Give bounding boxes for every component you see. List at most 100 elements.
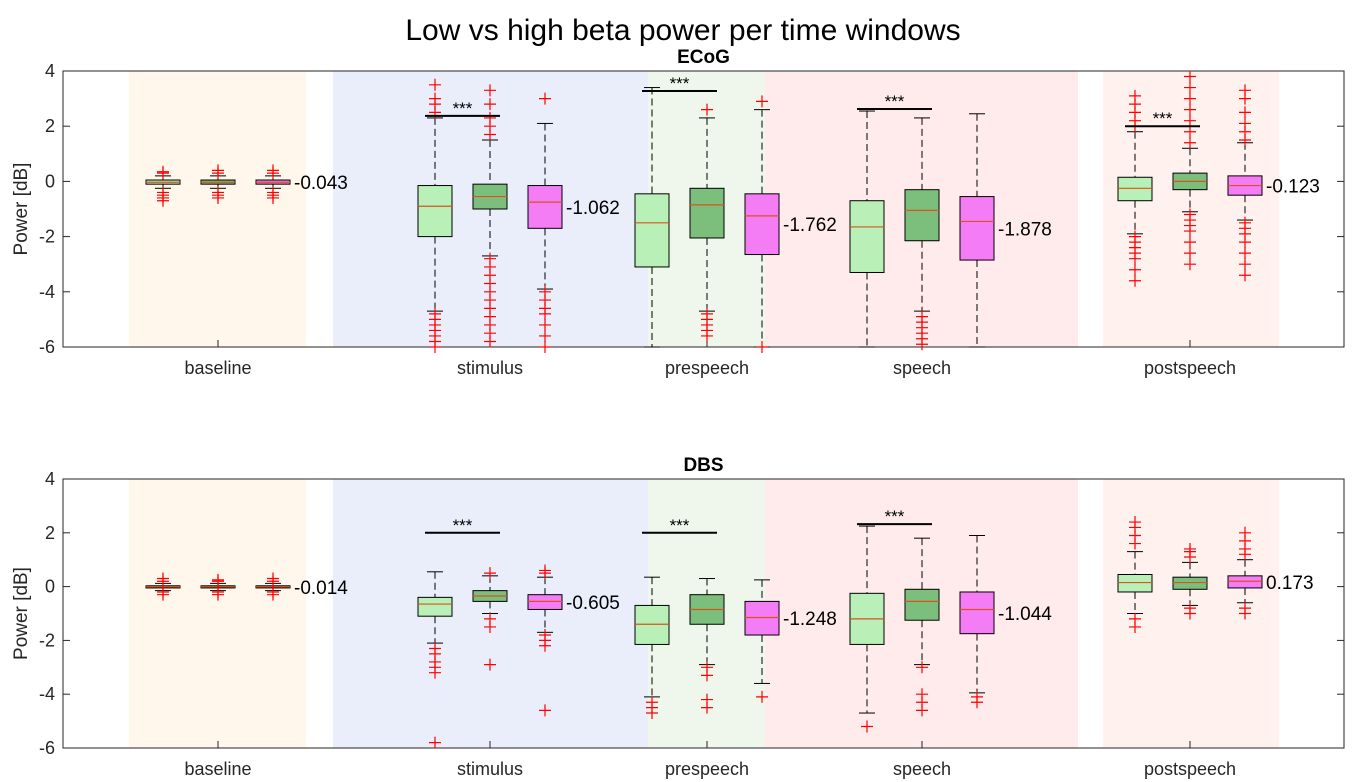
outlier-marker [756,95,768,108]
outlier-marker [484,658,496,671]
box-postspeech-3 [1227,575,1263,589]
outlier-marker [539,564,551,577]
outlier-marker [1184,70,1196,83]
outlier-marker [701,329,713,342]
outlier-marker [1239,607,1251,620]
outlier-marker [484,98,496,111]
y-tick-label: 0 [45,171,55,191]
box-postspeech-1 [1117,573,1153,593]
outlier-marker [861,720,873,733]
y-tick-label: -6 [39,337,55,357]
box-speech-2 [904,588,940,621]
x-tick-label: stimulus [457,759,523,779]
figure-title: Low vs high beta power per time windows [405,14,961,47]
box-speech-1 [849,200,885,273]
outlier-marker [1184,92,1196,105]
ecog-panel: 4 2 0 -2 -4 -6 Power [dB] ECoG baseline -0.043 sti… [11,47,1345,378]
outlier-marker [916,704,928,717]
y-tick-label: -4 [39,282,55,302]
significance-label: *** [453,99,473,118]
y-tick-label: 4 [45,469,55,489]
outlier-marker [1184,542,1196,555]
outlier-marker [1184,607,1196,620]
outlier-marker [756,341,768,353]
outlier-marker [539,318,551,331]
y-axis-label: Power [dB] [11,567,32,660]
y-tick-label: 0 [45,577,55,597]
window-background-baseline [129,479,306,748]
x-tick-label: speech [893,759,951,779]
outlier-marker [539,307,551,320]
x-tick-label: baseline [184,759,251,779]
median-annotation: -1.762 [783,215,837,236]
outlier-marker [701,103,713,116]
outlier-marker [157,588,169,601]
box-prespeech-2 [689,187,725,239]
median-annotation: -1.248 [783,609,837,630]
outlier-marker [916,661,928,674]
significance-label: *** [885,507,905,526]
outlier-marker [1239,236,1251,249]
outlier-marker [539,639,551,652]
significance-label: *** [1153,109,1173,128]
outlier-marker [1184,114,1196,127]
box-prespeech-1 [634,193,670,268]
box-stimulus-1 [417,185,453,238]
axes-frame [62,478,1345,749]
outlier-marker [1129,516,1141,529]
outlier-marker [1239,84,1251,97]
outlier-marker [1184,236,1196,249]
x-tick-label: baseline [184,358,251,378]
box-stimulus-3 [527,594,563,610]
outlier-marker [1184,136,1196,149]
x-tick-label: prespeech [665,759,749,779]
y-tick-label: -4 [39,684,55,704]
median-annotation: -0.605 [566,593,620,614]
outlier-marker [539,329,551,342]
median-annotation: 0.173 [1266,573,1314,594]
significance-label: *** [670,516,690,535]
box-prespeech-1 [634,604,670,645]
x-tick-label: prespeech [665,358,749,378]
outlier-marker [539,341,551,353]
y-axis-label: Power [dB] [11,163,32,256]
outlier-marker [267,191,279,204]
outlier-marker [212,164,224,177]
outlier-marker [267,572,279,585]
y-tick-label: 2 [45,523,55,543]
median-annotation: -1.878 [998,219,1052,240]
outlier-marker [429,666,441,679]
outlier-marker [756,690,768,703]
outlier-marker [1129,263,1141,276]
significance-label: *** [670,74,690,93]
outlier-marker [539,704,551,717]
x-tick-label: speech [893,358,951,378]
outlier-marker [429,78,441,91]
outlier-marker [916,338,928,351]
median-annotation: -0.123 [1266,177,1320,198]
box-prespeech-3 [744,193,780,256]
y-tick-label: -6 [39,738,55,758]
y-tick-label: -2 [39,630,55,650]
box-postspeech-2 [1172,576,1208,590]
box-speech-2 [904,189,940,242]
outlier-marker [1239,247,1251,260]
y-tick-label: -2 [39,227,55,247]
outlier-marker [539,92,551,105]
y-tick-label: 2 [45,116,55,136]
outlier-marker [1184,81,1196,94]
x-tick-label: postspeech [1144,358,1236,378]
outlier-marker [701,701,713,714]
outlier-marker [1184,103,1196,116]
outlier-marker [157,194,169,207]
outlier-marker [701,669,713,682]
box-stimulus-1 [417,596,453,617]
outlier-marker [484,567,496,580]
median-annotation: -1.062 [566,198,620,219]
outlier-marker [429,92,441,105]
panel-title: ECoG [677,47,730,68]
outlier-marker [1239,106,1251,119]
box-speech-3 [959,196,995,261]
outlier-marker [1129,252,1141,265]
significance-label: *** [885,92,905,111]
